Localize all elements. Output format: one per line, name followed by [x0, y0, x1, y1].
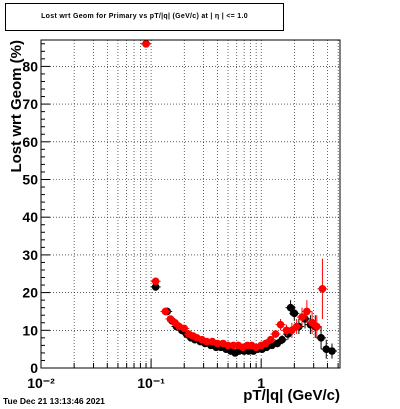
data-point [180, 324, 189, 333]
data-point [271, 330, 280, 338]
y-tick-label: 30 [22, 247, 38, 263]
data-marks [141, 39, 338, 359]
data-point [278, 335, 286, 344]
data-point [298, 313, 306, 321]
y-tick-label: 60 [22, 134, 38, 150]
data-point [161, 307, 170, 316]
data-point [290, 309, 299, 318]
data-point [312, 322, 321, 331]
data-point [318, 285, 327, 293]
x-axis-label: pT/|q| (GeV/c) [243, 387, 340, 404]
y-tick-label: 80 [22, 58, 38, 74]
plot-frame [40, 39, 341, 369]
data-point [286, 303, 295, 312]
data-point [151, 277, 160, 286]
data-point [202, 337, 211, 346]
data-point [282, 326, 291, 335]
y-tick-label: 20 [22, 285, 38, 301]
y-tick-label: 40 [22, 209, 38, 225]
x-tick-label: 10⁻¹ [137, 375, 165, 391]
data-point [292, 322, 301, 331]
series-2 [141, 39, 328, 352]
data-point [317, 334, 325, 342]
data-point [303, 307, 311, 316]
data-point [276, 320, 285, 329]
title-box: Lost wrt Geom for Primary vs pT/|q| (GeV… [5, 3, 284, 31]
data-point [266, 335, 275, 344]
data-point [142, 39, 150, 48]
x-tick-label: 10⁻² [27, 375, 55, 391]
timestamp-footer: Tue Dec 21 13:13:46 2021 [3, 396, 105, 406]
chart-title: Lost wrt Geom for Primary vs pT/|q| (GeV… [41, 13, 248, 20]
data-point [224, 341, 232, 350]
y-tick-label: 10 [22, 322, 38, 338]
y-tick-label: 70 [22, 96, 38, 112]
data-point [328, 347, 336, 355]
y-axis-label: Lost wrt Geom (%) [8, 40, 25, 173]
data-point [151, 283, 160, 291]
plot-area [41, 40, 340, 368]
x-tick-label: 1 [257, 375, 265, 391]
y-tick-label: 0 [30, 360, 38, 376]
y-tick-label: 50 [22, 171, 38, 187]
data-point [213, 339, 222, 348]
